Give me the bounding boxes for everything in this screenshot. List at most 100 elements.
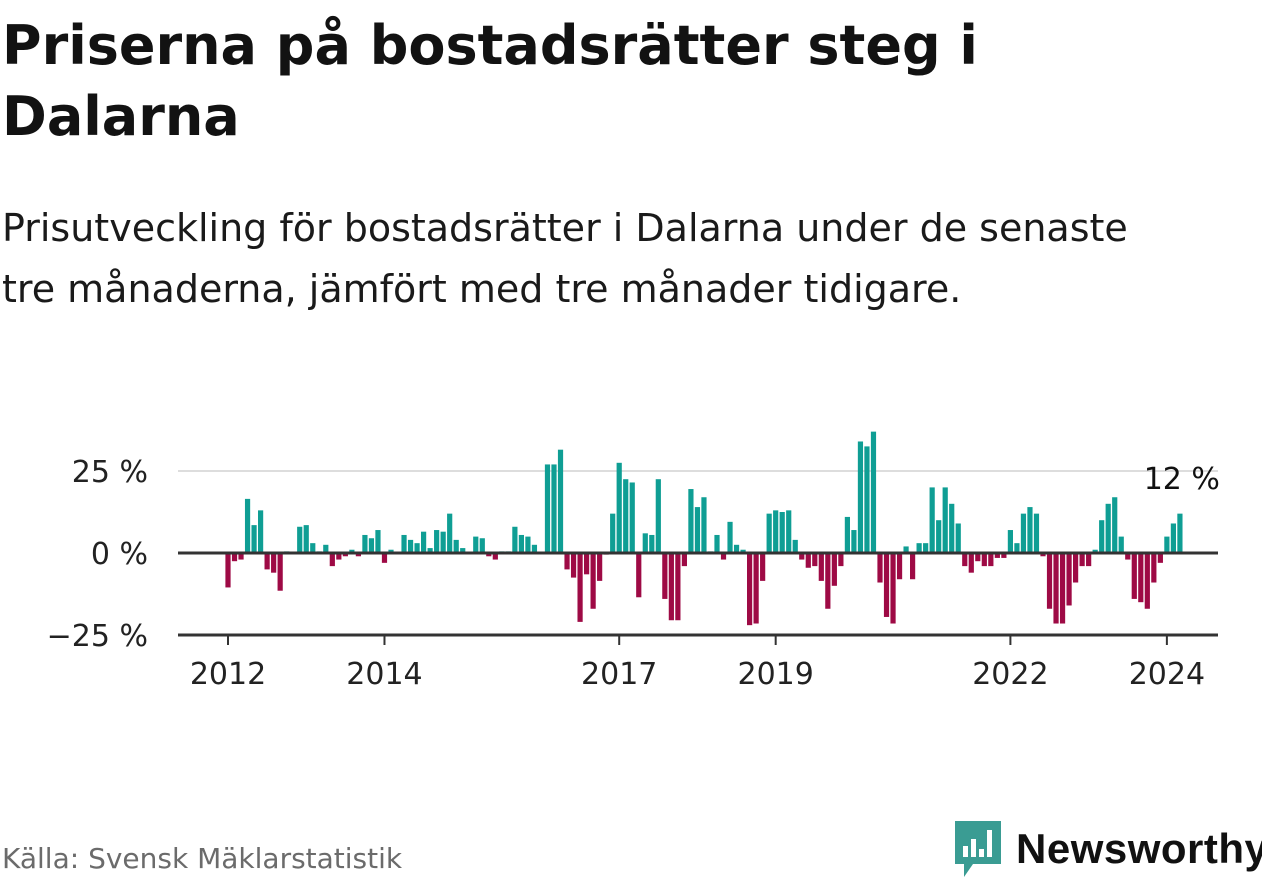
bar (447, 513, 453, 553)
bar (401, 534, 407, 553)
newsworthy-logo: Newsworthy (952, 818, 1262, 880)
bar (825, 553, 831, 609)
bar (231, 553, 238, 562)
bar (388, 549, 394, 553)
bar (1118, 536, 1124, 553)
newsworthy-chat-icon (955, 821, 1001, 877)
bar (584, 553, 590, 575)
bar (994, 553, 1000, 558)
bar (799, 553, 805, 560)
bar (590, 553, 596, 609)
x-tick-label: 2024 (1129, 657, 1205, 692)
bar (610, 513, 616, 553)
x-tick-label: 2014 (346, 657, 422, 692)
bar (988, 553, 994, 567)
bar (818, 553, 824, 581)
bar (975, 553, 981, 562)
bar (1073, 553, 1079, 583)
bar (518, 534, 524, 553)
bar (870, 431, 877, 553)
bar (414, 543, 420, 553)
bar (460, 548, 466, 553)
bar (225, 553, 231, 588)
bar (381, 553, 388, 563)
bar (636, 553, 642, 598)
bar (629, 482, 635, 553)
bar (551, 464, 557, 553)
bar (238, 553, 244, 560)
bar (916, 543, 922, 553)
bar (936, 520, 942, 553)
bar (831, 553, 837, 586)
bar (942, 487, 948, 553)
bar (597, 553, 603, 581)
bar (740, 549, 746, 553)
x-tick-label: 2012 (190, 657, 266, 692)
bar (577, 553, 583, 622)
x-tick-label: 2019 (738, 657, 814, 692)
bar (1092, 549, 1098, 553)
bar (1105, 503, 1111, 553)
bar (570, 553, 577, 578)
bar (955, 523, 961, 553)
bar (329, 553, 335, 567)
bar (792, 539, 798, 553)
bar (473, 536, 479, 553)
bar (349, 549, 355, 553)
bar (1053, 553, 1059, 624)
bar (903, 546, 909, 553)
tick-labels: 25 % 0 % −25 % 2012 2014 2017 2019 2022 2024 12 % (47, 455, 1220, 692)
bar (890, 553, 896, 624)
bar (512, 526, 518, 553)
bar (949, 503, 955, 553)
bar (251, 525, 257, 553)
bar (1079, 553, 1085, 567)
bar (1144, 553, 1150, 609)
bar (1014, 543, 1020, 553)
bar (1164, 536, 1170, 553)
bar (1040, 553, 1046, 557)
bar (277, 553, 283, 591)
bar (368, 538, 375, 553)
bar (877, 553, 883, 583)
bar (760, 553, 766, 581)
bar (1177, 513, 1183, 553)
bar (362, 534, 368, 553)
bar (981, 553, 987, 567)
bar (1112, 497, 1118, 553)
bar (427, 548, 433, 553)
bar (264, 553, 270, 570)
bar (838, 553, 844, 567)
bar (649, 534, 655, 553)
bar (864, 446, 870, 553)
bar (727, 521, 733, 553)
bar (258, 510, 264, 553)
bar (1001, 553, 1007, 558)
bar (747, 553, 753, 626)
bar-chart: 25 % 0 % −25 % 2012 2014 2017 2019 2022 2024 12 % (47, 431, 1220, 692)
bar (1027, 507, 1033, 553)
bar (844, 516, 850, 553)
bar (616, 462, 622, 553)
bar (779, 512, 785, 553)
bar (1020, 513, 1027, 553)
bar (271, 553, 277, 573)
bar (910, 553, 916, 580)
bar (851, 530, 857, 553)
bar (479, 538, 485, 553)
bar (1157, 553, 1163, 563)
source-note: Källa: Svensk Mäklarstatistik (2, 842, 403, 875)
bar (531, 544, 538, 553)
bar (342, 553, 348, 557)
bar (336, 553, 342, 560)
bar (805, 553, 811, 568)
bar (733, 544, 740, 553)
bar (1059, 553, 1066, 624)
bar (440, 531, 446, 553)
chart-title: Priserna på bostadsrätter steg i Dalarna (2, 14, 978, 148)
y-tick-label: 25 % (72, 455, 148, 490)
bar (1099, 520, 1105, 553)
bar (310, 543, 316, 553)
bar (786, 510, 792, 553)
bar (434, 530, 440, 553)
